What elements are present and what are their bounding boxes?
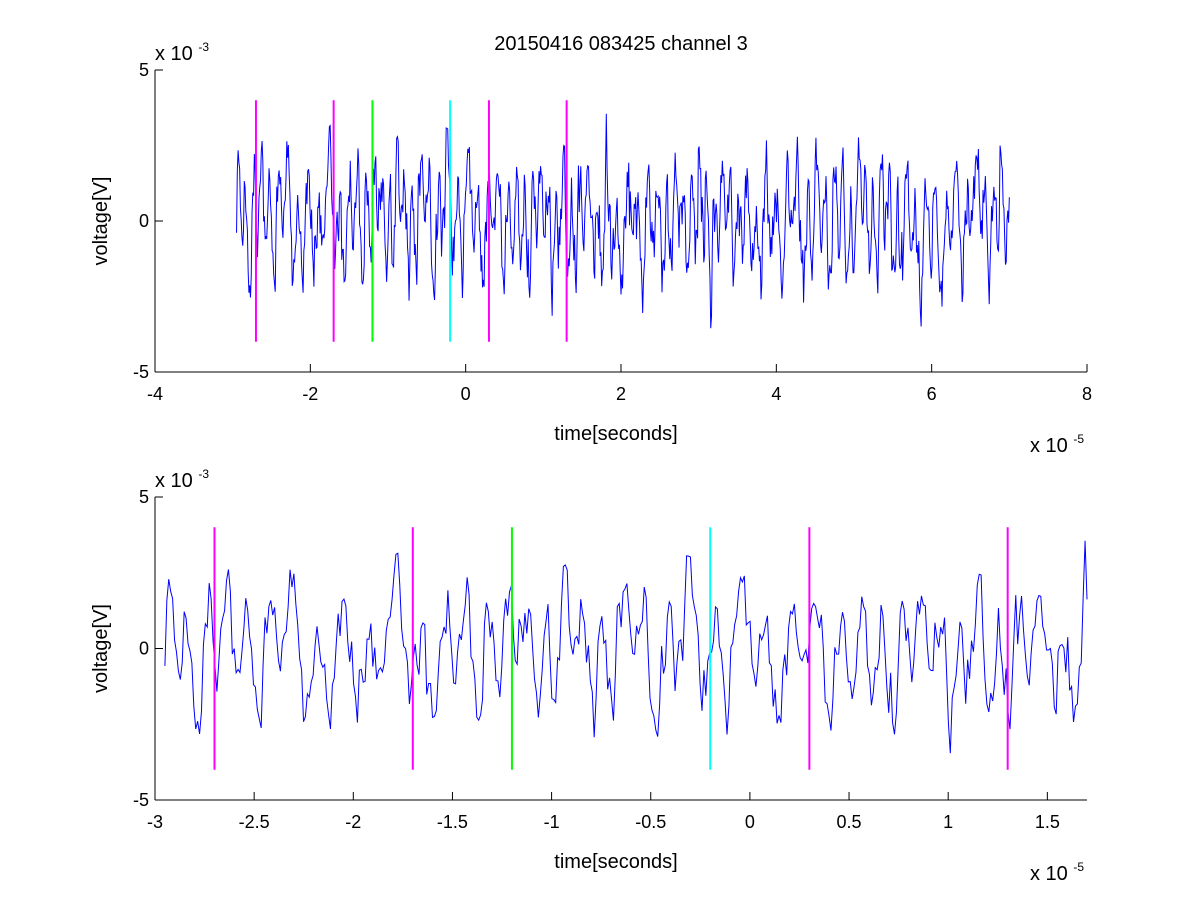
- x-tick-label: 8: [1082, 384, 1092, 404]
- x-tick-label: -2: [345, 812, 361, 832]
- series-line: [236, 113, 1010, 329]
- y-tick-label: -5: [133, 362, 149, 382]
- y-tick-label: 0: [139, 211, 149, 231]
- x-tick-label: -0.5: [635, 812, 666, 832]
- x-axis-label: time[seconds]: [554, 851, 677, 873]
- x-tick-label: 4: [771, 384, 781, 404]
- y-tick-label: 5: [139, 60, 149, 80]
- x-tick-label: 1.5: [1035, 812, 1060, 832]
- x-tick-label: -1.5: [437, 812, 468, 832]
- y-tick-label: 0: [139, 639, 149, 659]
- chart-title: 20150416 083425 channel 3: [494, 33, 748, 55]
- y-exponent-label: x 10 -3: [155, 467, 209, 492]
- x-tick-label: -2: [302, 384, 318, 404]
- x-exponent-label: x 10 -5: [1030, 860, 1084, 885]
- x-exponent-label: x 10 -5: [1030, 432, 1084, 457]
- y-axis-label: voltage[V]: [90, 177, 112, 266]
- x-tick-label: -1: [544, 812, 560, 832]
- x-tick-label: 6: [927, 384, 937, 404]
- x-tick-label: 0: [745, 812, 755, 832]
- x-tick-label: -3: [147, 812, 163, 832]
- x-tick-label: 1: [943, 812, 953, 832]
- y-exponent-label: x 10 -3: [155, 40, 209, 65]
- x-tick-label: -2.5: [239, 812, 270, 832]
- y-axis-label: voltage[V]: [90, 604, 112, 693]
- x-axis-label: time[seconds]: [554, 423, 677, 445]
- y-tick-label: -5: [133, 790, 149, 810]
- chart-1: -4 -2 0 2 4 6 8 -5 0 5 time[seconds] voltage[V] x 10…: [90, 33, 1092, 457]
- chart-2: -3 -2.5 -2 -1.5 -1 -0.5 0 0.5 1 1.5 -5 0 5 time[secon…: [90, 467, 1088, 885]
- x-tick-label: 0.5: [837, 812, 862, 832]
- x-tick-label: 0: [461, 384, 471, 404]
- series-line: [164, 540, 1088, 754]
- x-tick-label: -4: [147, 384, 163, 404]
- y-tick-label: 5: [139, 487, 149, 507]
- x-tick-label: 2: [616, 384, 626, 404]
